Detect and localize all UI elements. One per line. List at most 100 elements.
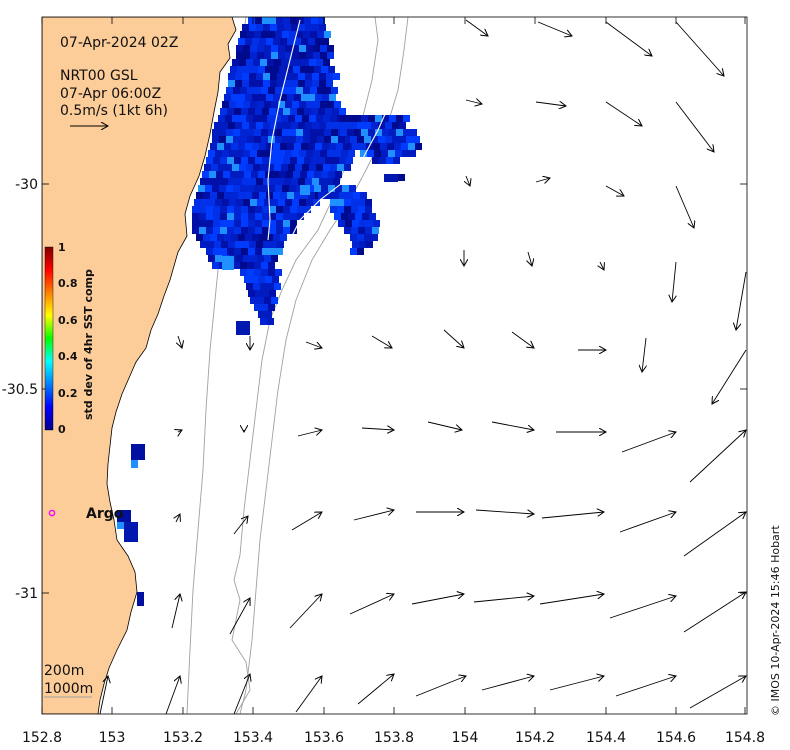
sst-pixel [265,311,272,318]
sst-pixel [308,38,315,45]
sst-pixel [339,108,346,115]
sst-pixel [219,136,226,143]
sst-pixel [375,115,382,122]
sst-pixel [270,241,277,248]
sst-pixel [264,297,271,304]
sst-pixel [296,185,303,192]
sst-pixel [264,199,271,206]
sst-pixel [326,80,333,87]
sst-pixel [261,262,268,269]
sst-pixel [260,318,267,325]
sst-pixel [215,255,222,262]
current-vector-arrow [465,19,488,36]
sst-pixel [253,164,260,171]
sst-pixel [296,87,303,94]
sst-pixel [329,94,336,101]
sst-pixel [238,94,245,101]
sst-stddev-pixels [117,17,422,606]
sst-pixel [274,59,281,66]
arrow-scale-label: 0.5m/s (1kt 6h) [60,103,168,119]
sst-pixel [243,150,250,157]
sst-pixel [259,234,266,241]
sst-pixel [250,150,257,157]
sst-pixel [236,255,243,262]
sst-pixel [409,150,416,157]
sst-pixel [339,157,346,164]
sst-pixel [273,94,280,101]
sst-pixel [365,206,372,213]
sst-pixel [261,87,268,94]
sst-pixel [378,122,385,129]
sst-pixel [228,241,235,248]
sst-pixel [259,94,266,101]
sst-pixel [246,283,253,290]
sst-pixel [371,122,378,129]
sst-pixel [261,269,268,276]
sst-pixel [255,17,262,24]
sst-pixel [240,185,247,192]
sst-pixel [268,31,275,38]
current-vector-arrow [642,337,646,372]
sst-pixel [255,290,262,297]
sst-pixel [260,283,267,290]
sst-pixel [280,94,287,101]
sst-pixel [275,136,282,143]
sst-pixel [245,94,252,101]
sst-pixel [320,52,327,59]
sst-pixel [233,262,240,269]
sst-pixel [293,171,300,178]
sst-pixel [302,115,309,122]
sst-pixel [232,59,239,66]
sst-pixel [393,157,400,164]
sst-pixel [289,129,296,136]
sst-pixel [336,143,343,150]
sst-pixel [274,115,281,122]
sst-pixel [260,164,267,171]
sst-pixel [280,143,287,150]
sst-pixel [290,157,297,164]
sst-pixel [295,59,302,66]
sst-pixel [268,129,275,136]
sst-pixel [327,52,334,59]
sst-pixel [262,227,269,234]
sst-pixel [264,45,271,52]
sst-pixel [259,143,266,150]
sst-pixel [297,108,304,115]
sst-pixel [224,94,231,101]
sst-pixel [348,213,355,220]
sst-pixel [234,220,241,227]
sst-pixel [242,178,249,185]
sst-pixel [280,234,287,241]
sst-pixel [217,234,224,241]
sst-pixel [357,122,364,129]
sst-pixel [375,129,382,136]
sst-pixel [319,122,326,129]
sst-pixel [276,248,283,255]
sst-pixel [358,199,365,206]
sst-pixel [234,206,241,213]
current-vector-arrow [712,349,747,404]
sst-pixel [257,150,264,157]
sst-pixel [226,185,233,192]
sst-pixel [240,262,247,269]
sst-pixel [295,164,302,171]
sst-pixel [289,136,296,143]
sst-pixel [284,122,291,129]
sst-pixel [226,87,233,94]
sst-pixel [254,269,261,276]
sst-pixel [348,150,355,157]
sst-pixel [280,192,287,199]
sst-pixel [368,129,375,136]
sst-pixel [326,178,333,185]
sst-pixel [382,115,389,122]
sst-pixel [316,59,323,66]
sst-pixel [238,192,245,199]
sst-pixel [276,213,283,220]
sst-pixel [131,460,138,468]
sst-pixel [297,213,304,220]
sst-pixel [341,213,348,220]
sst-pixel [234,157,241,164]
sst-pixel [257,52,264,59]
sst-pixel [273,234,280,241]
sst-pixel [358,206,365,213]
